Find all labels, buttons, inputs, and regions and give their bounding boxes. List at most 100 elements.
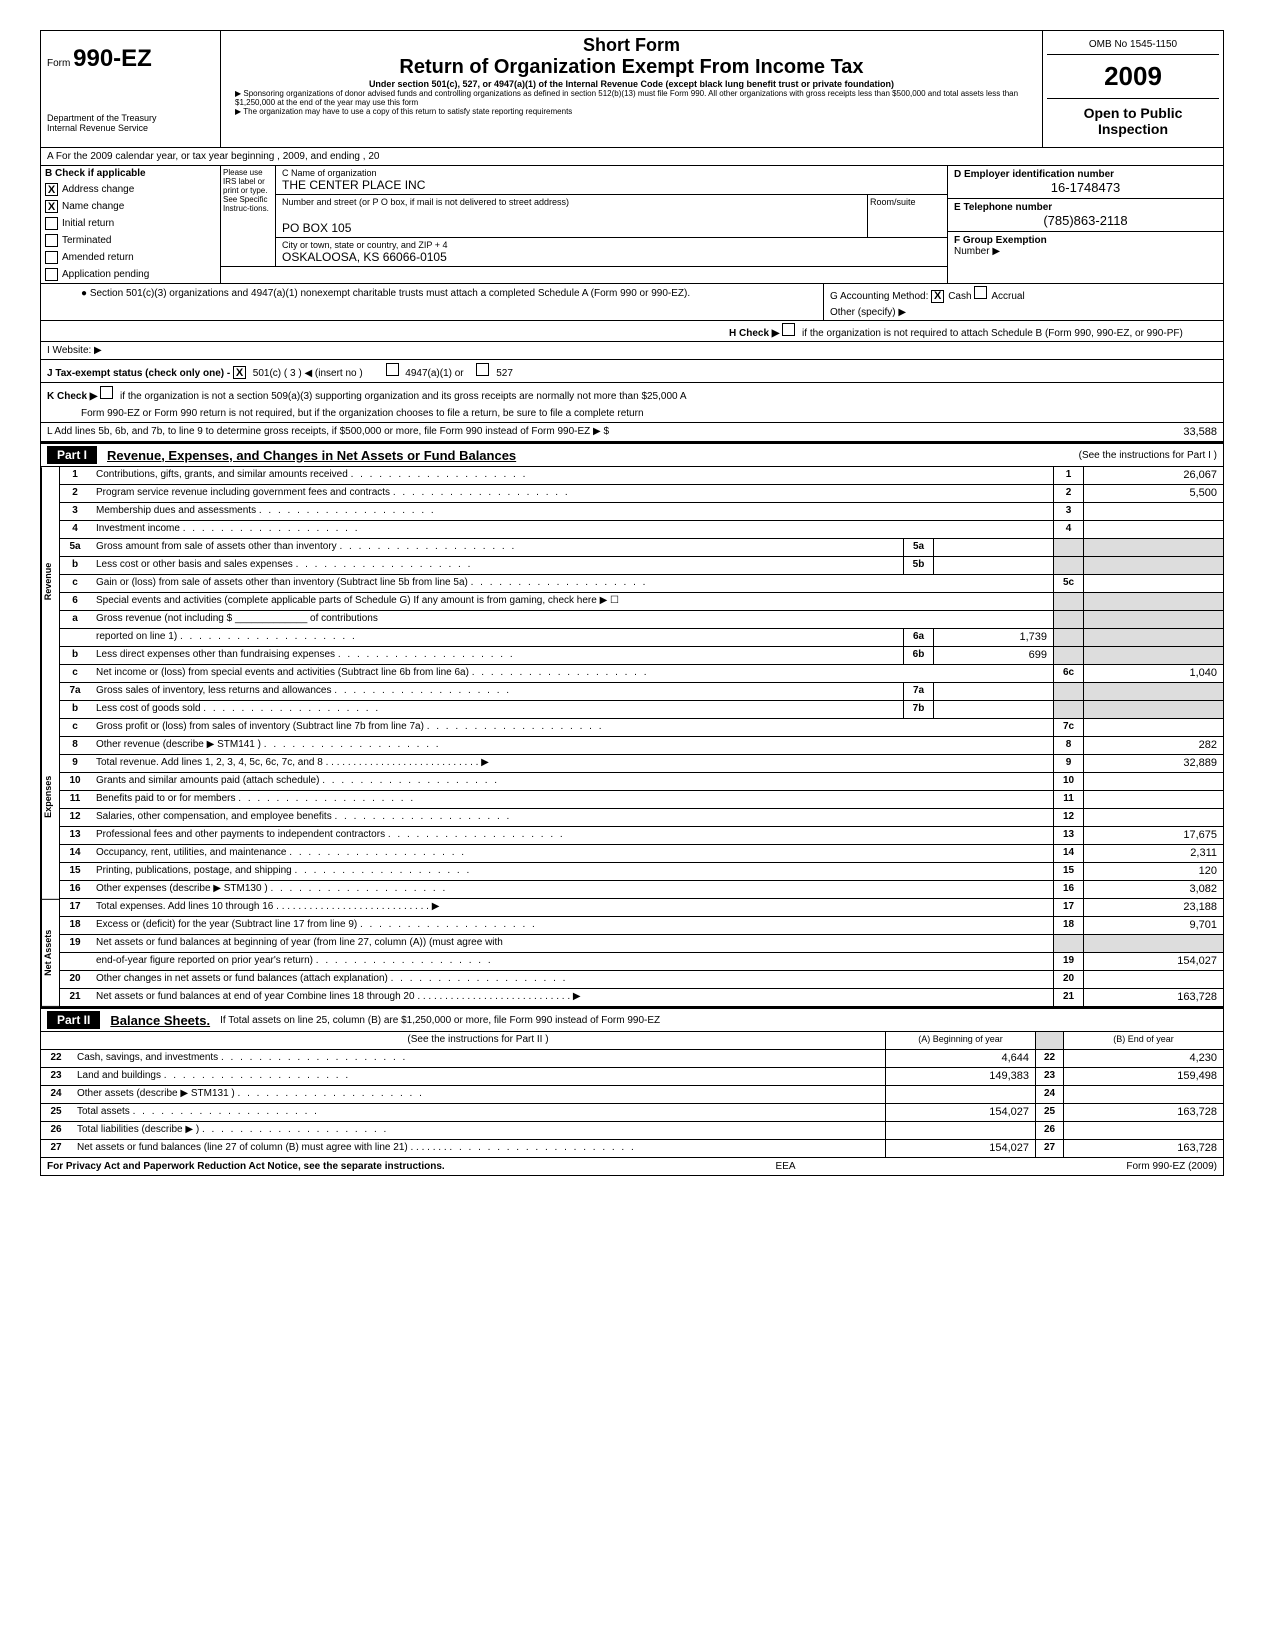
box-num: 15 bbox=[1053, 863, 1083, 880]
mid-value: 699 bbox=[933, 647, 1053, 664]
side-revenue: Revenue bbox=[41, 467, 59, 695]
checkbox-row: Terminated bbox=[41, 232, 220, 249]
checkbox[interactable] bbox=[45, 234, 58, 247]
bal-num: 24 bbox=[41, 1086, 71, 1103]
bal-label: Cash, savings, and investments . . . . .… bbox=[71, 1050, 885, 1067]
line-j: J Tax-exempt status (check only one) - X… bbox=[41, 360, 1223, 384]
bal-mid: 26 bbox=[1035, 1122, 1063, 1139]
balance-row: 27 Net assets or fund balances (line 27 … bbox=[41, 1140, 1223, 1158]
end-value-shaded bbox=[1083, 647, 1223, 664]
part1-row: 18Excess or (deficit) for the year (Subt… bbox=[60, 917, 1223, 935]
end-box-shaded bbox=[1053, 557, 1083, 574]
note-state: ▶ The organization may have to use a cop… bbox=[229, 107, 1034, 116]
city-label: City or town, state or country, and ZIP … bbox=[282, 240, 941, 250]
h-checkbox[interactable] bbox=[782, 323, 795, 336]
part1-row: bLess cost or other basis and sales expe… bbox=[60, 557, 1223, 575]
box-num: 13 bbox=[1053, 827, 1083, 844]
value-shaded bbox=[1083, 935, 1223, 952]
ein-label: D Employer identification number bbox=[954, 169, 1217, 180]
bal-label: Total liabilities (describe ▶ ) . . . . … bbox=[71, 1122, 885, 1139]
row-number: 19 bbox=[60, 935, 90, 952]
bal-num: 26 bbox=[41, 1122, 71, 1139]
part1-row: 19Net assets or fund balances at beginni… bbox=[60, 935, 1223, 953]
accrual-checkbox[interactable] bbox=[974, 286, 987, 299]
row-value: 5,500 bbox=[1083, 485, 1223, 502]
part1-row: 6Special events and activities (complete… bbox=[60, 593, 1223, 611]
row-number: 18 bbox=[60, 917, 90, 934]
l-value: 33,588 bbox=[1077, 426, 1217, 438]
row-label: Less direct expenses other than fundrais… bbox=[90, 647, 903, 664]
bal-begin: 4,644 bbox=[885, 1050, 1035, 1067]
box-num: 5c bbox=[1053, 575, 1083, 592]
row-number: 11 bbox=[60, 791, 90, 808]
tel-label: E Telephone number bbox=[954, 202, 1217, 213]
checkbox[interactable]: X bbox=[45, 200, 58, 213]
row-number: b bbox=[60, 557, 90, 574]
row-value bbox=[1083, 773, 1223, 790]
section-501c3-note: ● Section 501(c)(3) organizations and 49… bbox=[41, 284, 823, 320]
part1-row: 15Printing, publications, postage, and s… bbox=[60, 863, 1223, 881]
checkbox[interactable] bbox=[45, 217, 58, 230]
b-header: B Check if applicable bbox=[41, 166, 220, 181]
row-value: 26,067 bbox=[1083, 467, 1223, 484]
row-label: Less cost of goods sold . . . . . . . . … bbox=[90, 701, 903, 718]
balance-row: 22 Cash, savings, and investments . . . … bbox=[41, 1050, 1223, 1068]
box-num: 17 bbox=[1053, 899, 1083, 916]
checkbox[interactable]: X bbox=[45, 183, 58, 196]
checkbox-row: Application pending bbox=[41, 266, 220, 283]
part1-row: end-of-year figure reported on prior yea… bbox=[60, 953, 1223, 971]
row-number: 21 bbox=[60, 989, 90, 1006]
bal-begin: 154,027 bbox=[885, 1140, 1035, 1157]
checkbox-label: Terminated bbox=[62, 235, 111, 246]
j-501c-checkbox[interactable]: X bbox=[233, 366, 246, 379]
header-center: Short Form Return of Organization Exempt… bbox=[221, 31, 1043, 147]
checkbox[interactable] bbox=[45, 251, 58, 264]
part1-row: 10Grants and similar amounts paid (attac… bbox=[60, 773, 1223, 791]
k-text1: if the organization is not a section 509… bbox=[120, 391, 686, 402]
checkbox-row: XAddress change bbox=[41, 181, 220, 198]
line-a: A For the 2009 calendar year, or tax yea… bbox=[41, 148, 1223, 166]
cash-checkbox[interactable]: X bbox=[931, 290, 944, 303]
row-number: c bbox=[60, 665, 90, 682]
checkbox-label: Amended return bbox=[62, 252, 134, 263]
inspection: Inspection bbox=[1053, 121, 1213, 137]
end-box-shaded bbox=[1053, 629, 1083, 646]
row-label: Gain or (loss) from sale of assets other… bbox=[90, 575, 1053, 592]
end-box-shaded bbox=[1053, 701, 1083, 718]
row-label: Less cost or other basis and sales expen… bbox=[90, 557, 903, 574]
end-box-shaded bbox=[1053, 539, 1083, 556]
row-label: Gross amount from sale of assets other t… bbox=[90, 539, 903, 556]
row-value: 282 bbox=[1083, 737, 1223, 754]
row-number: 14 bbox=[60, 845, 90, 862]
k-checkbox[interactable] bbox=[100, 386, 113, 399]
cash-label: Cash bbox=[948, 291, 971, 302]
checkbox[interactable] bbox=[45, 268, 58, 281]
row-label: Membership dues and assessments . . . . … bbox=[90, 503, 1053, 520]
box-shaded bbox=[1053, 935, 1083, 952]
omb-number: OMB No 1545-1150 bbox=[1047, 35, 1219, 55]
street-label: Number and street (or P O box, if mail i… bbox=[282, 197, 861, 207]
box-num: 2 bbox=[1053, 485, 1083, 502]
org-name: THE CENTER PLACE INC bbox=[282, 178, 941, 192]
part1-row: aGross revenue (not including $ ________… bbox=[60, 611, 1223, 629]
row-value: 17,675 bbox=[1083, 827, 1223, 844]
j-opt2: 4947(a)(1) or bbox=[405, 368, 463, 379]
row-value: 120 bbox=[1083, 863, 1223, 880]
h-label: H Check ▶ bbox=[729, 328, 779, 339]
bal-mid: 24 bbox=[1035, 1086, 1063, 1103]
row-number: a bbox=[60, 611, 90, 628]
bal-end bbox=[1063, 1086, 1223, 1103]
row-value bbox=[1083, 791, 1223, 808]
part1-row: 1Contributions, gifts, grants, and simil… bbox=[60, 467, 1223, 485]
row-number: c bbox=[60, 719, 90, 736]
box-num: 14 bbox=[1053, 845, 1083, 862]
row-number: 9 bbox=[60, 755, 90, 772]
part1-row: 21Net assets or fund balances at end of … bbox=[60, 989, 1223, 1007]
row-label: Printing, publications, postage, and shi… bbox=[90, 863, 1053, 880]
part1-row: 20Other changes in net assets or fund ba… bbox=[60, 971, 1223, 989]
bal-mid: 25 bbox=[1035, 1104, 1063, 1121]
row-label: Total revenue. Add lines 1, 2, 3, 4, 5c,… bbox=[90, 755, 1053, 772]
j-4947-checkbox[interactable] bbox=[386, 363, 399, 376]
j-527-checkbox[interactable] bbox=[476, 363, 489, 376]
form-990ez: Form 990-EZ Department of the Treasury I… bbox=[40, 30, 1224, 1176]
